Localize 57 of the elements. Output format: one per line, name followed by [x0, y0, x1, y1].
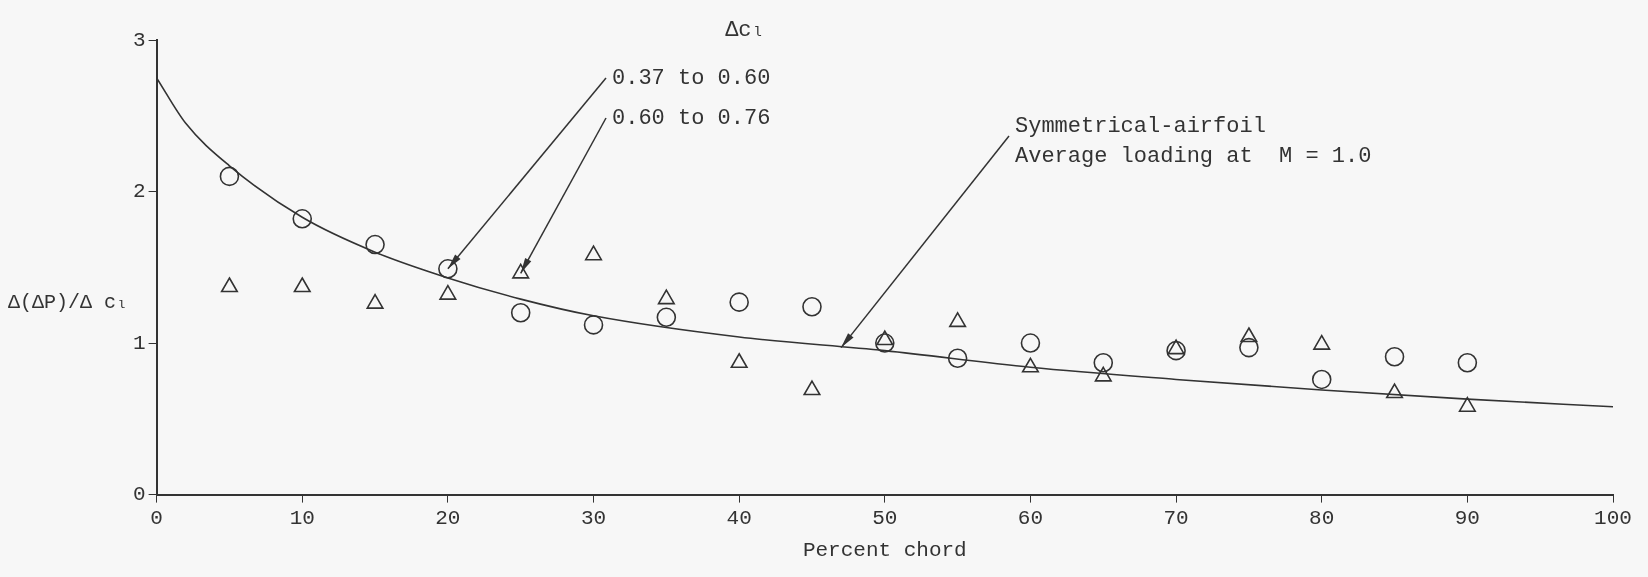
point — [219, 166, 240, 187]
point — [1384, 346, 1405, 367]
y-tick-label: 2 — [132, 180, 146, 204]
point — [366, 293, 384, 309]
point — [875, 333, 895, 353]
point — [1020, 333, 1041, 353]
point — [220, 277, 239, 293]
point — [1458, 396, 1476, 413]
point — [1239, 337, 1259, 358]
point — [947, 348, 968, 369]
point — [1166, 340, 1186, 361]
point — [656, 307, 677, 328]
y-tick-label: 0 — [132, 483, 146, 507]
point — [512, 263, 530, 279]
x-tick-label: 30 — [580, 506, 607, 530]
point — [1457, 352, 1478, 373]
y-tick-label: 3 — [132, 28, 146, 52]
x-axis-title: Percent chord — [802, 538, 967, 562]
x-tick-label: 40 — [726, 506, 752, 530]
annotation: Symmetrical-airfoil Average loading at M = 1.0 — [1015, 113, 1372, 169]
annotation: 0.37 to 0.60 — [612, 65, 771, 91]
annotation: Δcₗ — [725, 17, 765, 43]
x-tick-label: 70 — [1163, 506, 1189, 530]
x-tick-label: 10 — [289, 506, 315, 530]
point — [1094, 366, 1112, 382]
point — [802, 296, 822, 317]
point — [292, 209, 313, 229]
point — [1093, 352, 1114, 373]
point — [1385, 383, 1404, 399]
point — [438, 259, 458, 279]
x-tick-label: 0 — [150, 506, 163, 530]
point — [729, 292, 749, 312]
point — [583, 315, 604, 335]
x-tick-label: 100 — [1594, 506, 1632, 530]
point — [1240, 327, 1258, 343]
point — [1167, 339, 1185, 355]
x-tick-label: 60 — [1017, 506, 1044, 530]
point — [949, 312, 967, 328]
x-tick-label: 90 — [1454, 506, 1480, 530]
y-tick-label: 1 — [132, 331, 146, 355]
point — [439, 284, 457, 300]
point — [657, 289, 675, 305]
x-tick-label: 20 — [435, 506, 461, 530]
y-axis-title: Δ(ΔP)/Δ cₗ — [8, 290, 129, 314]
point — [293, 277, 311, 293]
point — [510, 302, 531, 323]
point — [584, 245, 603, 261]
point — [1021, 357, 1040, 373]
x-tick-label: 50 — [872, 506, 898, 530]
point — [365, 234, 385, 255]
point — [876, 330, 894, 346]
point — [803, 380, 821, 396]
annotation: 0.60 to 0.76 — [612, 105, 771, 131]
point — [1313, 334, 1331, 350]
x-tick-label: 80 — [1309, 506, 1335, 530]
point — [1311, 369, 1332, 390]
point — [730, 352, 748, 369]
